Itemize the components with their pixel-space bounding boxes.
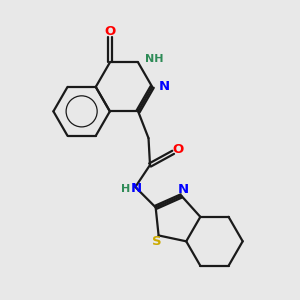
Text: O: O (172, 143, 183, 156)
Text: S: S (152, 236, 162, 248)
Text: H: H (121, 184, 130, 194)
Text: N: N (177, 183, 188, 196)
Text: N: N (131, 182, 142, 195)
Text: O: O (104, 25, 116, 38)
Text: N: N (159, 80, 170, 93)
Text: NH: NH (145, 54, 163, 64)
